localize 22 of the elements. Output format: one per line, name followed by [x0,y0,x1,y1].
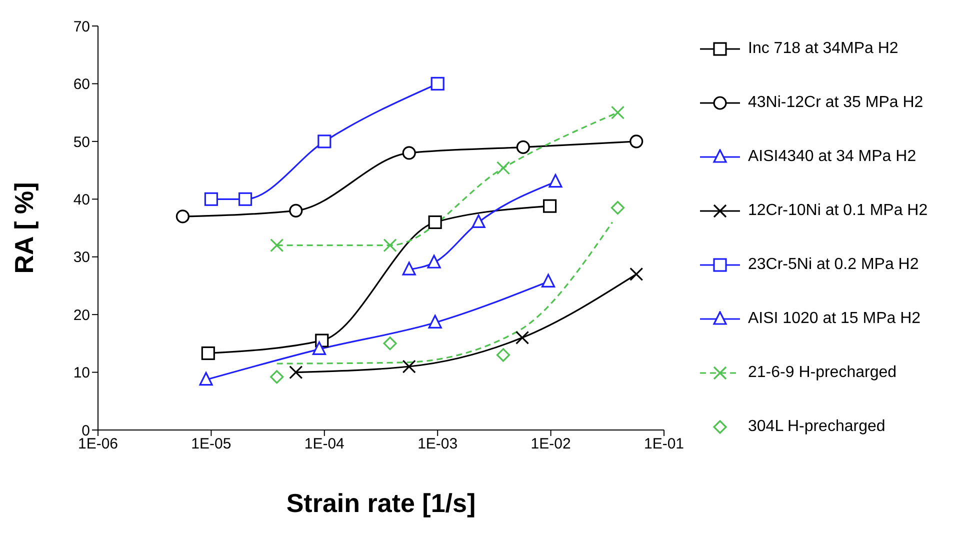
x-tick-label: 1E-04 [304,436,344,453]
x-tick-label: 1E-01 [644,436,684,453]
y-tick-label: 40 [73,191,90,208]
legend-label: 43Ni-12Cr at 35 MPa H2 [748,94,924,112]
x-tick-label: 1E-03 [418,436,458,453]
legend-label: AISI4340 at 34 MPa H2 [748,148,916,166]
legend-label: 304L H-precharged [748,418,886,436]
legend-label: 23Cr-5Ni at 0.2 MPa H2 [748,256,919,274]
y-axis-title: RA [ %] [9,182,40,274]
y-tick-label: 30 [73,249,90,266]
x-axis-title: Strain rate [1/s] [286,488,476,518]
legend-label: Inc 718 at 34MPa H2 [748,40,898,58]
y-tick-label: 10 [73,364,90,382]
x-tick-label: 1E-05 [191,436,232,453]
y-tick-label: 20 [73,306,90,324]
x-tick-label: 1E-02 [530,436,571,453]
y-tick-label: 70 [73,18,90,36]
legend-label: 21-6-9 H-precharged [748,364,897,382]
y-tick-label: 60 [73,76,90,94]
y-tick-label: 50 [73,134,90,151]
legend-label: AISI 1020 at 15 MPa H2 [748,310,921,328]
legend-label: 12Cr-10Ni at 0.1 MPa H2 [748,202,928,220]
